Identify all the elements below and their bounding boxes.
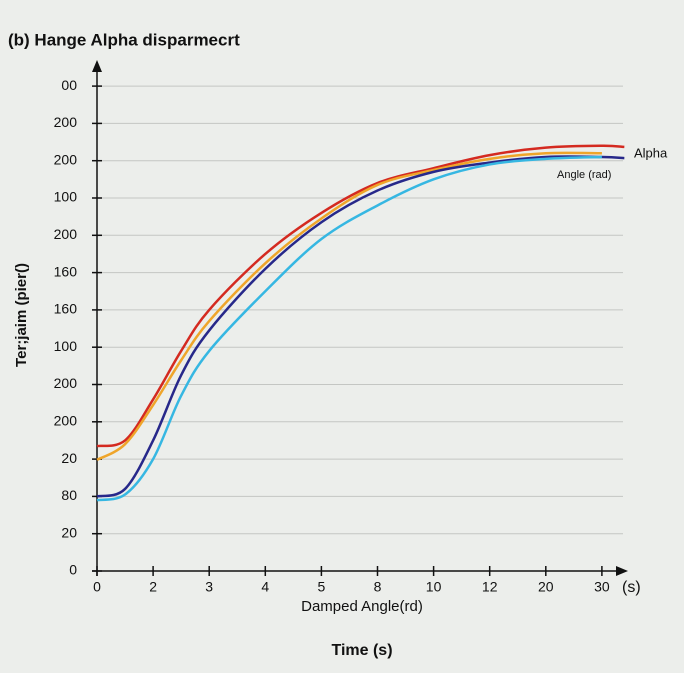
y-tick-label: 20 — [61, 524, 77, 540]
series-line — [96, 155, 602, 502]
y-tick-label: 80 — [61, 487, 77, 503]
y-arrow — [92, 60, 102, 72]
x-tick-label: 8 — [374, 579, 382, 595]
y-tick-label: 160 — [54, 263, 78, 279]
x-tick-label: 5 — [318, 579, 326, 595]
y-tick-label: 200 — [54, 413, 78, 429]
y-tick-label: 200 — [54, 151, 78, 167]
x-tick-label: 12 — [482, 579, 498, 595]
y-tick-label: 100 — [54, 338, 78, 354]
series-line — [96, 144, 625, 448]
y-tick-label: 200 — [54, 226, 78, 242]
x-tick-label: 30 — [594, 579, 610, 595]
y-axis-label: Ter;jaim (pier() — [13, 263, 30, 367]
y-tick-label: 0 — [69, 562, 77, 578]
x-tick-label: 10 — [426, 579, 442, 595]
x-tick-label: 4 — [261, 579, 269, 595]
x-axis-label: Time (s) — [331, 642, 392, 659]
x-arrow — [616, 566, 628, 576]
x-annotation: Damped Angle(rd) — [301, 598, 423, 615]
y-tick-label: 00 — [61, 77, 77, 93]
y-tick-label: 160 — [54, 301, 78, 317]
annotation: Angle (rad) — [557, 169, 611, 181]
x-tick-label: 3 — [205, 579, 213, 595]
annotation: Alpha — [634, 145, 668, 160]
x-tick-label: 2 — [149, 579, 157, 595]
x-unit: (s) — [622, 579, 641, 596]
x-tick-label: 0 — [93, 579, 101, 595]
chart-title: (b) Hange Alpha disparmecrt — [8, 30, 240, 49]
series-line — [96, 151, 602, 461]
y-tick-label: 100 — [54, 189, 78, 205]
x-tick-label: 20 — [538, 579, 554, 595]
y-tick-label: 20 — [61, 450, 77, 466]
y-tick-label: 200 — [54, 114, 78, 130]
series-line — [96, 155, 625, 498]
y-tick-label: 200 — [54, 375, 78, 391]
